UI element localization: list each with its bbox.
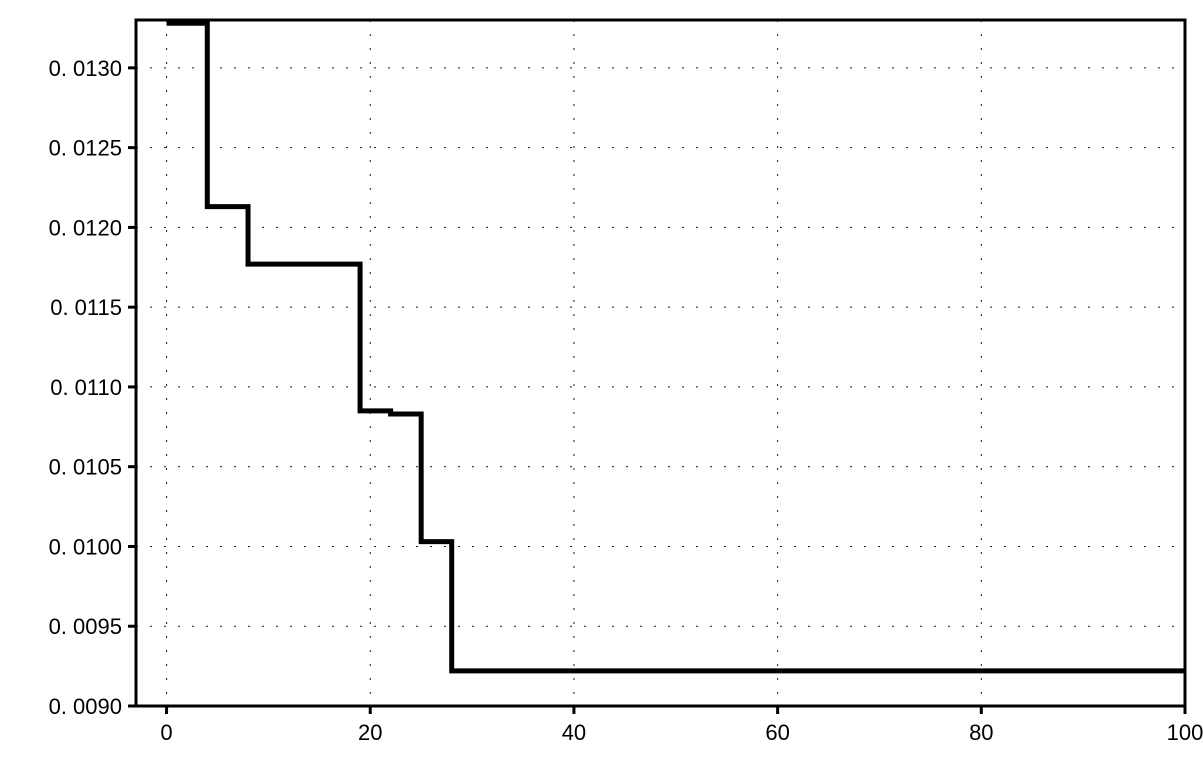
step-chart: 0. 0090 0. 0095 0. 0100 0. 0105 0. 0110 0. 01… (0, 0, 1203, 764)
xtick-label: 0 (160, 720, 172, 745)
ytick-label: 0. 0130 (49, 56, 122, 81)
ytick-label: 0. 0100 (49, 534, 122, 559)
ytick-label: 0. 0090 (49, 694, 122, 719)
ytick-label: 0. 0115 (50, 295, 122, 320)
ytick-label: 0. 0110 (50, 375, 122, 400)
xtick-label: 60 (765, 720, 789, 745)
xtick-label: 20 (358, 720, 382, 745)
xtick-label: 80 (969, 720, 993, 745)
ytick-label: 0. 0120 (49, 215, 122, 240)
ytick-label: 0. 0125 (49, 136, 122, 161)
ytick-label: 0. 0105 (49, 455, 122, 480)
xtick-label: 100 (1167, 720, 1203, 745)
chart-svg: 0. 0090 0. 0095 0. 0100 0. 0105 0. 0110 0. 01… (0, 0, 1203, 764)
xtick-label: 40 (562, 720, 586, 745)
ytick-label: 0. 0095 (49, 614, 122, 639)
